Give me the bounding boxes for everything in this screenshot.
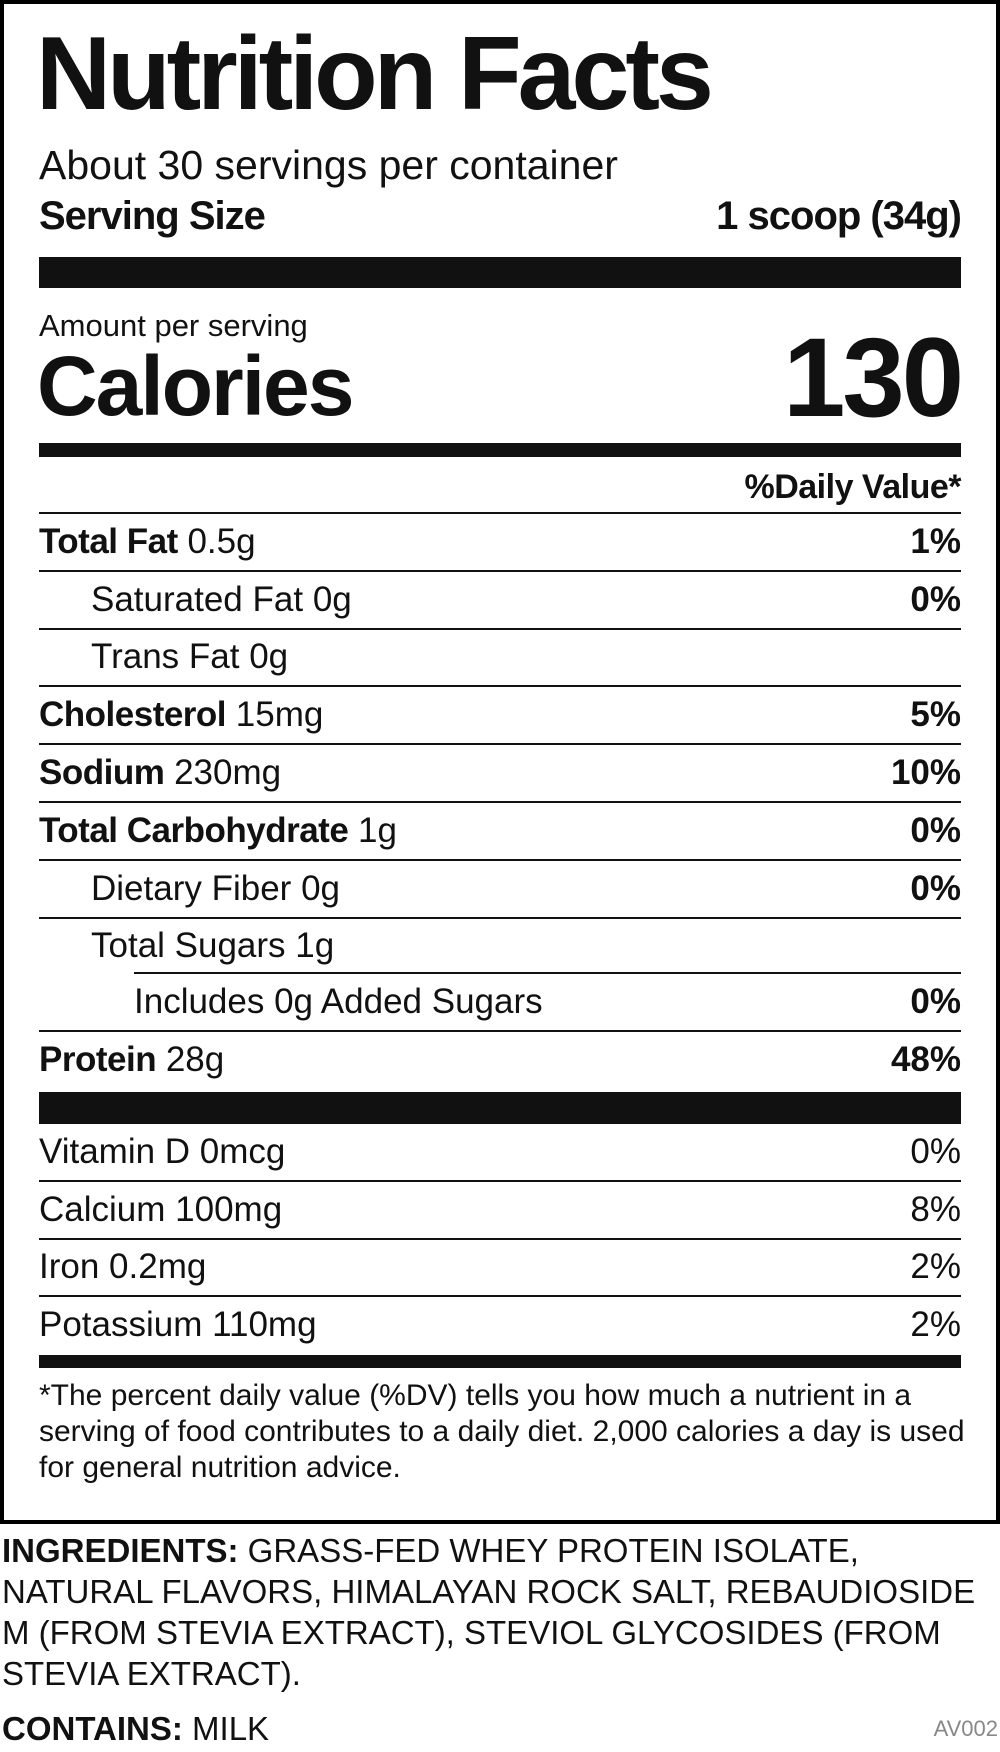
medium-divider: [39, 1355, 961, 1368]
calories-label: Calories: [37, 339, 354, 433]
nutrient-row: Cholesterol 15mg 5%: [39, 687, 961, 746]
contains-label: CONTAINS:: [2, 1710, 183, 1747]
nutrient-row: Sodium 230mg 10%: [39, 745, 961, 803]
nutrient-row: Saturated Fat 0g 0%: [39, 572, 961, 630]
serving-size: Serving Size 1 scoop (34g): [39, 194, 962, 238]
product-code: AV002: [933, 1716, 998, 1741]
medium-divider: [39, 443, 961, 457]
serving-size-value: 1 scoop (34g): [716, 194, 962, 238]
vitamin-table: Vitamin D 0mcg 0% Calcium 100mg 8% Iron 0.…: [39, 1124, 961, 1353]
nutrient-row: Dietary Fiber 0g 0%: [39, 861, 961, 919]
servings-per-container: About 30 servings per container: [39, 142, 618, 188]
daily-value-footnote: *The percent daily value (%DV) tells you…: [39, 1379, 965, 1484]
vitamin-row: Vitamin D 0mcg 0%: [39, 1124, 961, 1182]
vitamin-row: Calcium 100mg 8%: [39, 1182, 961, 1240]
nutrient-row: Total Sugars 1g: [39, 919, 961, 975]
serving-size-label: Serving Size: [39, 194, 266, 238]
amount-per-serving: Amount per serving: [39, 308, 308, 343]
contains-text: MILK: [182, 1710, 270, 1747]
nutrition-facts-panel: [0, 0, 1000, 1524]
ingredients: INGREDIENTS: GRASS-FED WHEY PROTEIN ISOL…: [2, 1530, 998, 1694]
nutrient-row: Trans Fat 0g: [39, 630, 961, 688]
nutrient-row: Total Carbohydrate 1g 0%: [39, 803, 961, 861]
daily-value-header: %Daily Value*: [744, 468, 961, 506]
nutrient-row: Total Fat 0.5g 1%: [39, 514, 961, 572]
label-title: Nutrition Facts: [36, 16, 714, 132]
ingredients-label: INGREDIENTS:: [2, 1532, 239, 1569]
allergen-statement: CONTAINS: MILK: [2, 1712, 269, 1745]
nutrient-row: Includes 0g Added Sugars 0%: [39, 974, 961, 1033]
nutrient-table: Total Fat 0.5g 1% Saturated Fat 0g 0% Tran…: [39, 512, 961, 1088]
vitamin-row: Potassium 110mg 2%: [39, 1305, 961, 1345]
vitamin-row: Iron 0.2mg 2%: [39, 1240, 961, 1298]
nutrient-row: Protein 28g 48%: [39, 1040, 961, 1080]
ingredients-text: GRASS-FED WHEY PROTEIN ISOLATE, NATURAL …: [2, 1532, 976, 1692]
calories-value: 130: [783, 315, 964, 440]
thick-divider: [39, 257, 961, 288]
thick-divider: [39, 1092, 961, 1124]
